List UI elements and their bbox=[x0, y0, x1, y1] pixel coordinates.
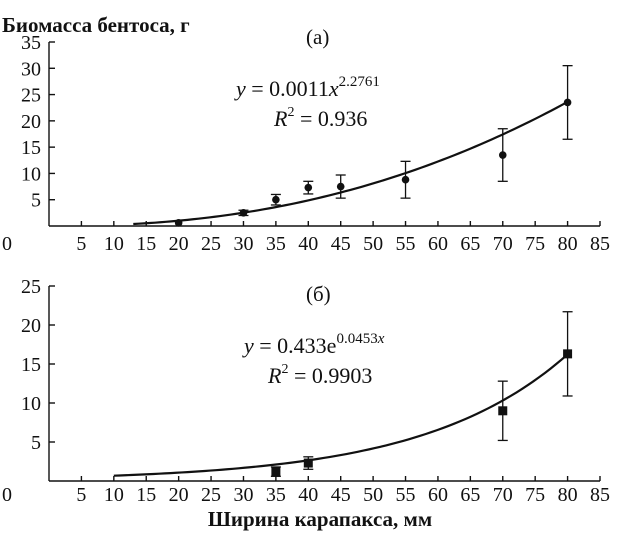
y-tick-label: 20 bbox=[21, 315, 41, 337]
equation-a: y = 0.0011x2.2761 bbox=[234, 74, 380, 101]
panel-b: (б) 5 10 15 20 25 0 5 10 15 20 25 30 35 40 45 50 55 60 65 7… bbox=[2, 276, 610, 531]
axes-a bbox=[48, 42, 600, 227]
x-tick-label: 65 bbox=[460, 233, 480, 255]
x-tick-label: 55 bbox=[396, 484, 416, 506]
fit-curve-a bbox=[133, 100, 569, 226]
x-tick-label: 85 bbox=[590, 233, 610, 255]
r-squared-a: R2 = 0.936 bbox=[273, 105, 367, 131]
x-tick-label: 40 bbox=[298, 484, 318, 506]
data-point bbox=[174, 219, 183, 227]
y-tick-label: 20 bbox=[21, 111, 41, 133]
data-point bbox=[498, 406, 508, 416]
y-tick-label: 10 bbox=[21, 393, 41, 415]
points-a bbox=[174, 65, 573, 227]
data-point bbox=[272, 195, 280, 204]
x-tick-label: 50 bbox=[363, 484, 383, 506]
x-tick-label: 30 bbox=[233, 484, 253, 506]
x-tick-label: 35 bbox=[266, 484, 286, 506]
panel-label-b: (б) bbox=[306, 282, 331, 306]
x-tick-label: 70 bbox=[493, 484, 513, 506]
x-tick-label: 60 bbox=[428, 233, 448, 255]
y-axis-label: Биомасса бентоса, г bbox=[2, 13, 190, 37]
x-tick-label: 5 bbox=[76, 233, 86, 255]
x-tick-label: 60 bbox=[428, 484, 448, 506]
ticks-b: 5 10 15 20 25 0 5 10 15 20 25 30 35 40 45 50 55 60 65 70 75 8… bbox=[2, 276, 610, 506]
x-tick-label: 30 bbox=[233, 233, 253, 255]
y-tick-label: 5 bbox=[31, 432, 41, 454]
y-tick-label: 30 bbox=[21, 58, 41, 80]
data-point bbox=[239, 209, 248, 217]
data-point bbox=[498, 151, 507, 159]
data-point bbox=[563, 98, 572, 107]
x-tick-label: 45 bbox=[331, 233, 351, 255]
x-tick-label: 75 bbox=[525, 484, 545, 506]
data-point bbox=[304, 183, 313, 192]
x-tick-label: 40 bbox=[298, 233, 318, 255]
x-tick-label: 85 bbox=[590, 484, 610, 506]
x-axis-label: Ширина карапакса, мм bbox=[208, 507, 432, 531]
x-tick-label: 10 bbox=[104, 484, 124, 506]
y-tick-label: 10 bbox=[21, 163, 41, 185]
x-tick-label: 35 bbox=[266, 233, 286, 255]
x-tick-label: 65 bbox=[460, 484, 480, 506]
fit-curve-b bbox=[113, 353, 569, 477]
x-tick-label: 80 bbox=[558, 233, 578, 255]
data-point bbox=[401, 175, 410, 184]
data-point bbox=[271, 467, 281, 477]
data-point bbox=[563, 349, 573, 359]
trend-line bbox=[133, 100, 569, 226]
x-tick-label: 50 bbox=[363, 233, 383, 255]
x-tick-label: 25 bbox=[201, 484, 221, 506]
x-tick-label: 55 bbox=[396, 233, 416, 255]
x-tick-label: 20 bbox=[169, 484, 189, 506]
x-tick-label: 45 bbox=[331, 484, 351, 506]
r-squared-b: R2 = 0.9903 bbox=[267, 362, 372, 388]
x-tick-label: 15 bbox=[136, 233, 156, 255]
x-tick-label: 25 bbox=[201, 233, 221, 255]
x-tick-label: 10 bbox=[104, 233, 124, 255]
x-tick-label: 80 bbox=[558, 484, 578, 506]
x-tick-label: 15 bbox=[136, 484, 156, 506]
y-tick-label: 35 bbox=[21, 32, 41, 54]
data-point bbox=[336, 182, 345, 191]
panel-label-a: (а) bbox=[306, 25, 329, 49]
x-tick-label: 0 bbox=[2, 233, 12, 255]
axes-b bbox=[48, 286, 600, 482]
y-tick-label: 25 bbox=[21, 276, 41, 298]
y-tick-label: 5 bbox=[31, 190, 41, 212]
y-tick-label: 15 bbox=[21, 137, 41, 159]
y-tick-label: 25 bbox=[21, 85, 41, 107]
x-tick-label: 75 bbox=[525, 233, 545, 255]
trend-line bbox=[113, 353, 569, 477]
y-tick-label: 15 bbox=[21, 354, 41, 376]
x-tick-label: 0 bbox=[2, 484, 12, 506]
x-tick-label: 20 bbox=[169, 233, 189, 255]
x-tick-label: 70 bbox=[493, 233, 513, 255]
points-b bbox=[270, 311, 573, 477]
x-tick-label: 5 bbox=[76, 484, 86, 506]
data-point bbox=[303, 458, 313, 468]
equation-b: y = 0.433e0.0453x bbox=[242, 331, 385, 358]
